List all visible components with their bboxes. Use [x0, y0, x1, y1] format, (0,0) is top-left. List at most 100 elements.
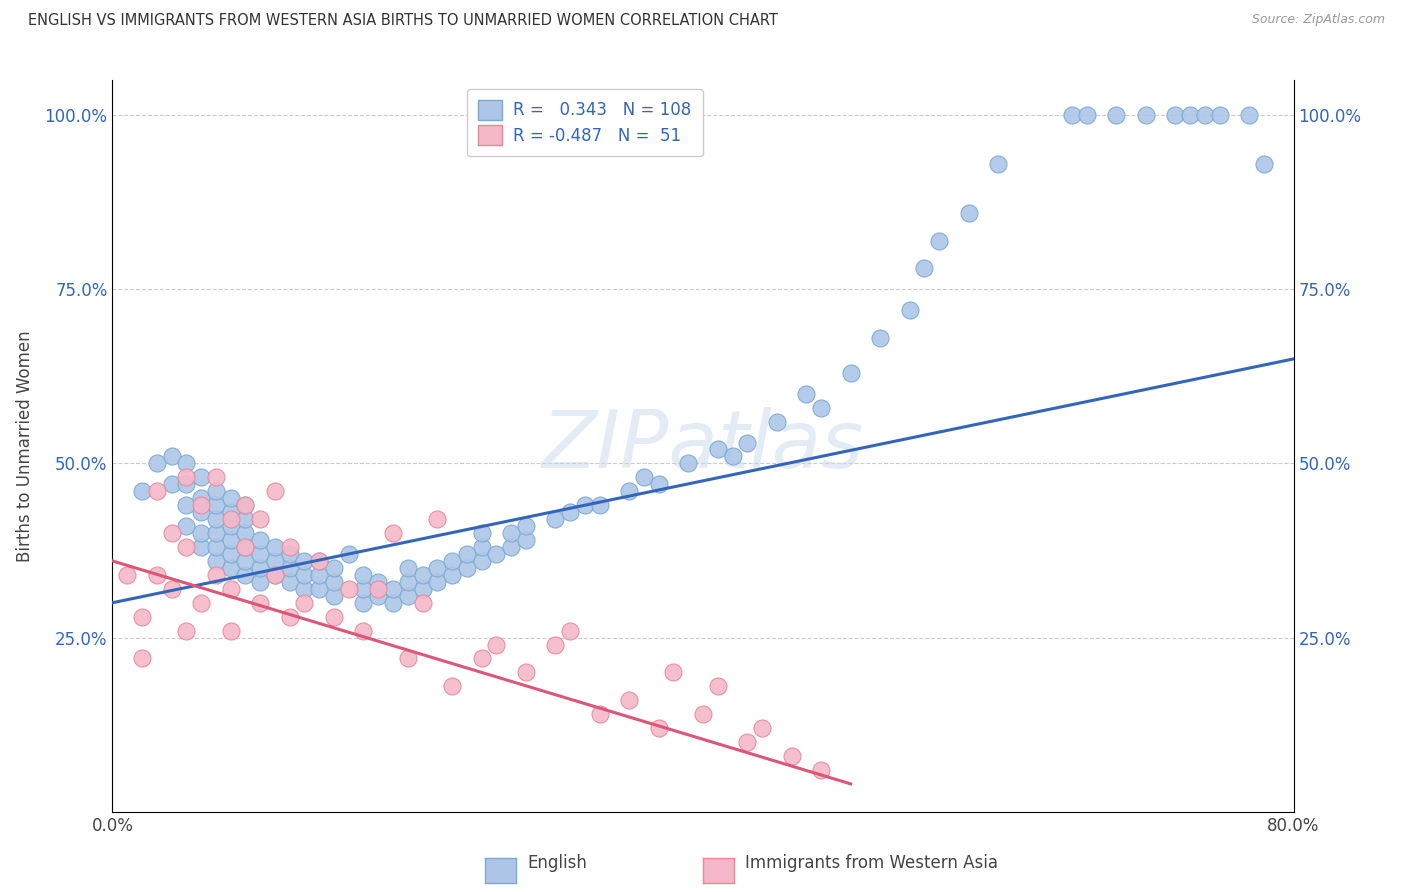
- Point: [174, 519, 197, 533]
- Point: [411, 596, 433, 610]
- Point: [146, 484, 169, 499]
- Point: [501, 540, 523, 554]
- Point: [588, 707, 610, 722]
- Point: [308, 567, 330, 582]
- Point: [205, 567, 228, 582]
- Point: [308, 554, 330, 568]
- Point: [160, 450, 183, 464]
- Point: [485, 547, 508, 561]
- Point: [190, 540, 212, 554]
- Point: [1208, 108, 1232, 122]
- Point: [426, 561, 449, 575]
- Point: [647, 477, 671, 491]
- Point: [249, 574, 271, 589]
- Point: [411, 582, 433, 596]
- Point: [411, 567, 433, 582]
- Point: [264, 567, 287, 582]
- Point: [146, 567, 169, 582]
- Point: [470, 651, 494, 665]
- Point: [367, 574, 389, 589]
- Text: English: English: [527, 855, 588, 872]
- Point: [1076, 108, 1098, 122]
- Point: [441, 554, 464, 568]
- Point: [219, 624, 242, 638]
- Point: [190, 596, 212, 610]
- Point: [987, 157, 1010, 171]
- Point: [456, 561, 478, 575]
- Point: [470, 554, 494, 568]
- Point: [131, 609, 153, 624]
- Point: [352, 582, 374, 596]
- Point: [898, 303, 921, 318]
- Point: [292, 567, 315, 582]
- Point: [219, 533, 242, 547]
- Point: [205, 526, 228, 541]
- Point: [131, 484, 153, 499]
- Point: [323, 561, 346, 575]
- Point: [928, 234, 950, 248]
- Point: [1253, 157, 1275, 171]
- Point: [396, 561, 419, 575]
- Point: [780, 749, 803, 764]
- Text: ZIPatlas: ZIPatlas: [541, 407, 865, 485]
- Point: [515, 665, 537, 680]
- Point: [1194, 108, 1216, 122]
- Point: [249, 596, 271, 610]
- Point: [337, 547, 360, 561]
- Point: [647, 721, 671, 735]
- Point: [456, 547, 478, 561]
- Point: [633, 470, 655, 484]
- Point: [278, 609, 301, 624]
- Point: [558, 505, 582, 519]
- Point: [292, 554, 315, 568]
- Point: [264, 554, 287, 568]
- Point: [233, 554, 256, 568]
- Point: [264, 484, 287, 499]
- Point: [233, 526, 256, 541]
- Point: [619, 693, 641, 707]
- Point: [515, 533, 537, 547]
- Point: [278, 547, 301, 561]
- Point: [205, 484, 228, 499]
- Point: [278, 574, 301, 589]
- Point: [662, 665, 685, 680]
- Point: [1239, 108, 1261, 122]
- Point: [219, 547, 242, 561]
- Y-axis label: Births to Unmarried Women: Births to Unmarried Women: [15, 330, 34, 562]
- Point: [323, 589, 346, 603]
- Point: [233, 498, 256, 512]
- Point: [441, 679, 464, 693]
- Point: [574, 498, 596, 512]
- Point: [470, 526, 494, 541]
- Point: [470, 540, 494, 554]
- Point: [160, 582, 183, 596]
- Point: [205, 540, 228, 554]
- Point: [1062, 108, 1084, 122]
- Point: [721, 450, 744, 464]
- Point: [367, 589, 389, 603]
- Point: [588, 498, 610, 512]
- Point: [706, 679, 728, 693]
- Point: [737, 435, 759, 450]
- Point: [914, 261, 936, 276]
- Point: [796, 386, 818, 401]
- Point: [515, 519, 537, 533]
- Point: [544, 638, 567, 652]
- Point: [264, 540, 287, 554]
- Point: [233, 567, 256, 582]
- Point: [323, 574, 346, 589]
- Point: [869, 331, 891, 345]
- Point: [233, 540, 256, 554]
- Point: [278, 561, 301, 575]
- Point: [233, 512, 256, 526]
- Point: [219, 582, 242, 596]
- Point: [174, 470, 197, 484]
- Point: [751, 721, 773, 735]
- Point: [1164, 108, 1187, 122]
- Point: [219, 512, 242, 526]
- Point: [323, 609, 346, 624]
- Point: [426, 512, 449, 526]
- Point: [205, 554, 228, 568]
- Point: [174, 457, 197, 471]
- Point: [190, 470, 212, 484]
